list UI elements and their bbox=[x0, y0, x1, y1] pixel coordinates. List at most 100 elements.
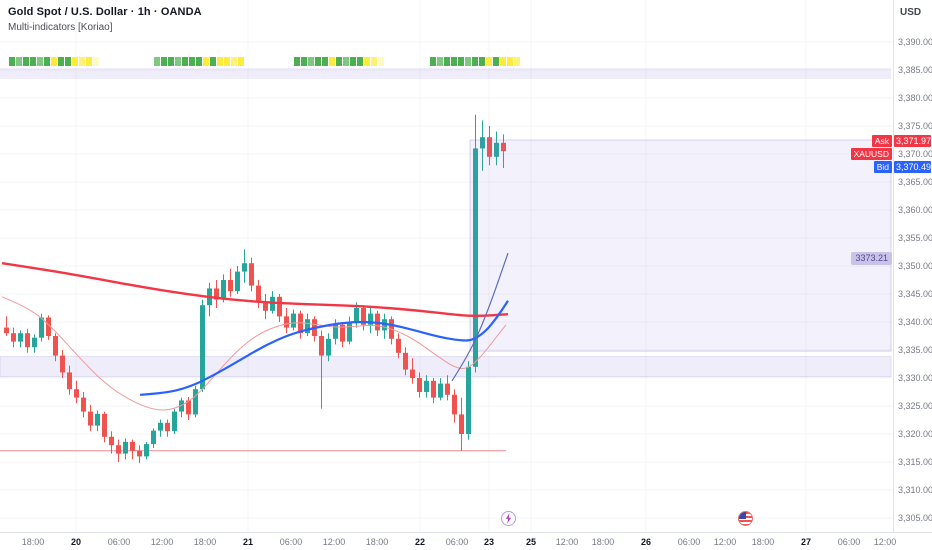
projection-zone bbox=[469, 139, 892, 352]
candle-body bbox=[53, 336, 58, 356]
candle-body bbox=[445, 383, 450, 395]
time-axis-date-label: 22 bbox=[414, 537, 426, 547]
time-axis[interactable]: 18:00 20 06:00 12:00 18:00 21 06:00 12:00 18:00 2… bbox=[0, 532, 932, 550]
candle-body bbox=[67, 372, 72, 390]
candlestick-series bbox=[4, 114, 506, 464]
event-marker-flag-icon[interactable] bbox=[738, 511, 753, 526]
signal-square bbox=[154, 57, 160, 66]
candle-body bbox=[193, 389, 198, 415]
signal-square bbox=[507, 57, 513, 66]
symbol-title[interactable]: Gold Spot / U.S. Dollar · 1h · OANDA bbox=[8, 6, 202, 18]
price-axis-label: 3,325.000 bbox=[898, 401, 932, 411]
zone-layer bbox=[469, 139, 892, 352]
candle-body bbox=[396, 338, 401, 353]
time-axis-label: 12:00 bbox=[150, 537, 174, 547]
signal-square bbox=[182, 57, 188, 66]
candle-body bbox=[319, 336, 324, 356]
indicator-title[interactable]: Multi-indicators [Koriao] bbox=[8, 22, 113, 33]
time-axis-label: 12:00 bbox=[873, 537, 897, 547]
candle-body bbox=[305, 319, 310, 334]
candle-body bbox=[186, 400, 191, 415]
signal-square bbox=[458, 57, 464, 66]
signal-square bbox=[486, 57, 492, 66]
ma-slow-red-line bbox=[1, 262, 509, 318]
candle-body bbox=[431, 380, 436, 398]
candle-body bbox=[214, 288, 219, 300]
signal-square bbox=[203, 57, 209, 66]
candle-body bbox=[459, 414, 464, 434]
price-axis-label: 3,390.000 bbox=[898, 37, 932, 47]
price-axis-label: 3,360.000 bbox=[898, 205, 932, 215]
signal-square bbox=[79, 57, 85, 66]
candle-body bbox=[361, 308, 366, 325]
signal-square bbox=[168, 57, 174, 66]
time-axis-date-label: 23 bbox=[483, 537, 495, 547]
signal-square bbox=[196, 57, 202, 66]
signal-square bbox=[44, 57, 50, 66]
candle-body bbox=[501, 142, 506, 152]
candle-body bbox=[151, 430, 156, 445]
signal-square bbox=[444, 57, 450, 66]
candle-body bbox=[200, 305, 205, 390]
candle-body bbox=[81, 397, 86, 412]
signal-square bbox=[315, 57, 321, 66]
signal-square bbox=[336, 57, 342, 66]
candle-body bbox=[487, 137, 492, 157]
bid-price-label: 3,370.490 bbox=[894, 160, 932, 173]
trend-projection-line bbox=[451, 252, 509, 382]
grid-lines bbox=[0, 0, 893, 532]
time-axis-label: 06:00 bbox=[445, 537, 469, 547]
candle-body bbox=[172, 411, 177, 432]
candle-body bbox=[235, 271, 240, 292]
candle-body bbox=[256, 285, 261, 303]
time-axis-label: 06:00 bbox=[677, 537, 701, 547]
price-chart-canvas[interactable] bbox=[0, 0, 893, 532]
ma-blue-line bbox=[139, 300, 509, 396]
lightning-bolt-icon bbox=[505, 513, 512, 524]
candle-body bbox=[340, 324, 345, 342]
price-axis-label: 3,330.000 bbox=[898, 373, 932, 383]
signal-square bbox=[23, 57, 29, 66]
candle-body bbox=[179, 400, 184, 412]
signal-square bbox=[430, 57, 436, 66]
signal-square bbox=[231, 57, 237, 66]
signal-square bbox=[500, 57, 506, 66]
symbol-badge: XAUUSD bbox=[850, 147, 892, 160]
price-axis-label: 3,380.000 bbox=[898, 93, 932, 103]
time-axis-label: 12:00 bbox=[555, 537, 579, 547]
chart-plot-area[interactable] bbox=[0, 0, 893, 532]
candle-body bbox=[165, 422, 170, 432]
signal-square bbox=[217, 57, 223, 66]
signal-square bbox=[465, 57, 471, 66]
candle-body bbox=[18, 333, 23, 342]
price-axis-label: 3,375.000 bbox=[898, 121, 932, 131]
time-axis-date-label: 21 bbox=[242, 537, 254, 547]
candle-body bbox=[298, 313, 303, 334]
candle-body bbox=[466, 366, 471, 434]
event-marker-lightning-icon[interactable] bbox=[501, 511, 516, 526]
candle-body bbox=[221, 280, 226, 300]
signal-square bbox=[224, 57, 230, 66]
signal-square bbox=[364, 57, 370, 66]
price-axis[interactable]: 3,390.000 3,385.000 3,380.000 3,375.000 3,37… bbox=[893, 0, 932, 532]
ma-fast-red-line bbox=[1, 296, 507, 411]
signal-square bbox=[322, 57, 328, 66]
candle-body bbox=[263, 302, 268, 311]
signal-square bbox=[16, 57, 22, 66]
candle-body bbox=[102, 413, 107, 437]
time-axis-label: 18:00 bbox=[365, 537, 389, 547]
candle-body bbox=[291, 313, 296, 328]
candle-body bbox=[228, 280, 233, 292]
signal-square bbox=[93, 57, 99, 66]
candle-body bbox=[60, 355, 65, 373]
currency-label: USD bbox=[900, 7, 922, 18]
time-axis-label: 06:00 bbox=[279, 537, 303, 547]
candle-body bbox=[25, 333, 30, 348]
time-axis-label: 06:00 bbox=[837, 537, 861, 547]
signal-square bbox=[189, 57, 195, 66]
candle-body bbox=[473, 148, 478, 367]
time-axis-label: 12:00 bbox=[322, 537, 346, 547]
candle-body bbox=[137, 450, 142, 457]
candle-body bbox=[354, 308, 359, 322]
